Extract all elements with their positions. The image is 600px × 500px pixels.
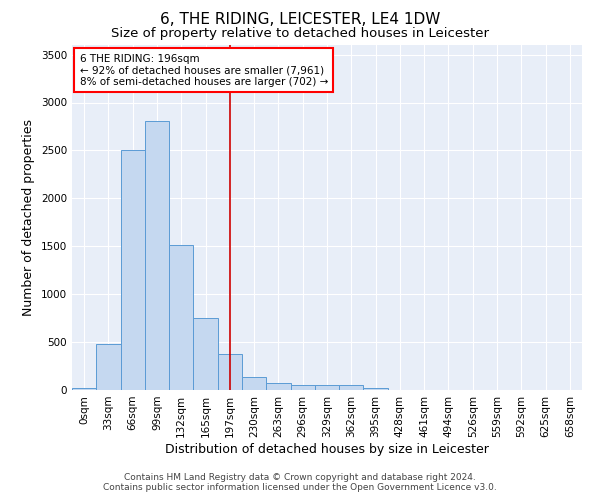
Text: Contains HM Land Registry data © Crown copyright and database right 2024.
Contai: Contains HM Land Registry data © Crown c… <box>103 473 497 492</box>
Bar <box>339 384 364 390</box>
Bar <box>290 384 315 390</box>
Text: Size of property relative to detached houses in Leicester: Size of property relative to detached ho… <box>111 28 489 40</box>
Bar <box>193 318 218 390</box>
Bar <box>96 344 121 390</box>
X-axis label: Distribution of detached houses by size in Leicester: Distribution of detached houses by size … <box>165 442 489 456</box>
Bar <box>145 120 169 390</box>
Bar <box>364 388 388 390</box>
Bar <box>72 388 96 390</box>
Text: 6, THE RIDING, LEICESTER, LE4 1DW: 6, THE RIDING, LEICESTER, LE4 1DW <box>160 12 440 28</box>
Y-axis label: Number of detached properties: Number of detached properties <box>22 119 35 316</box>
Bar <box>169 246 193 390</box>
Bar <box>315 384 339 390</box>
Bar <box>121 150 145 390</box>
Bar <box>218 354 242 390</box>
Bar <box>266 384 290 390</box>
Bar <box>242 376 266 390</box>
Text: 6 THE RIDING: 196sqm
← 92% of detached houses are smaller (7,961)
8% of semi-det: 6 THE RIDING: 196sqm ← 92% of detached h… <box>80 54 328 87</box>
